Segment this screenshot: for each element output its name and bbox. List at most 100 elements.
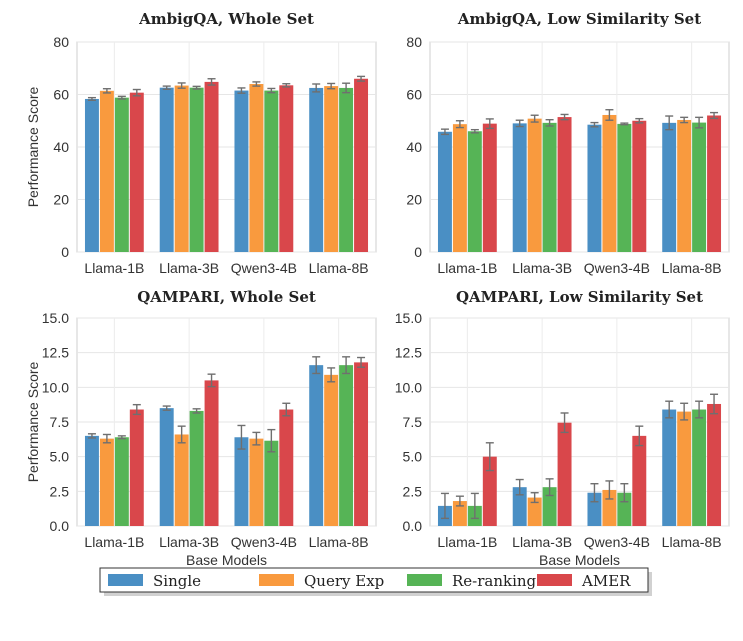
- legend: Single Query Exp Re-ranking AMER: [99, 567, 652, 596]
- x-tick-label: Llama-3B: [512, 260, 572, 276]
- legend-item-amer: AMER: [537, 572, 631, 590]
- error-bar-single-qwen3-4b: [237, 424, 246, 450]
- error-bar-query-exp-llama-8b: [680, 402, 689, 421]
- error-bar-single-llama-8b: [312, 83, 321, 93]
- y-tick-label: 40: [53, 139, 69, 155]
- x-tick-label: Qwen3-4B: [584, 534, 650, 550]
- y-tick-label: 12.5: [42, 345, 69, 361]
- bar-re-ranking-llama-8b: [339, 87, 354, 252]
- x-axis-label: Base Models: [539, 552, 620, 568]
- bar-single-llama-3b: [512, 123, 527, 252]
- chart-title: QAMPARI, Low Similarity Set: [456, 288, 703, 306]
- error-bar-re-ranking-qwen3-4b: [267, 87, 276, 94]
- x-tick-label: Llama-3B: [512, 534, 572, 550]
- bar-amer-llama-8b: [354, 78, 369, 252]
- error-bar-single-llama-1b: [440, 492, 449, 520]
- error-bar-amer-qwen3-4b: [282, 83, 291, 88]
- bar-query-exp-llama-1b: [99, 438, 114, 526]
- legend-swatch: [108, 574, 143, 586]
- error-bar-single-qwen3-4b: [237, 87, 246, 94]
- bar-amer-llama-8b: [707, 115, 722, 252]
- error-bar-amer-llama-8b: [357, 356, 366, 368]
- bar-amer-llama-3b: [557, 117, 572, 252]
- error-bar-re-ranking-llama-3b: [192, 408, 201, 414]
- bar-amer-qwen3-4b: [632, 435, 647, 526]
- legend-swatch: [407, 574, 442, 586]
- bar-query-exp-llama-1b: [452, 501, 467, 526]
- chart-panel-2: AmbigQA, Low Similarity Set 0 20 40 60 80 Llam…: [406, 10, 730, 276]
- bar-re-ranking-llama-1b: [114, 97, 129, 253]
- error-bar-amer-llama-1b: [485, 118, 494, 130]
- error-bar-re-ranking-qwen3-4b: [620, 122, 629, 126]
- bar-single-llama-3b: [512, 487, 527, 526]
- error-bar-single-llama-3b: [515, 478, 524, 496]
- y-tick-label: 2.5: [50, 483, 70, 499]
- error-bar-query-exp-llama-3b: [530, 492, 539, 504]
- y-tick-label: 0: [61, 244, 69, 260]
- y-tick-label: 60: [53, 87, 69, 103]
- chart-panel-1: AmbigQA, Whole Set 0 20 40 60 80 Llama-1B Llama…: [25, 10, 377, 276]
- error-bar-query-exp-llama-8b: [327, 367, 336, 383]
- error-bar-re-ranking-llama-8b: [695, 400, 704, 419]
- legend-label: AMER: [581, 572, 631, 590]
- bar-re-ranking-llama-8b: [692, 409, 707, 526]
- bar-query-exp-llama-1b: [99, 90, 114, 252]
- error-bar-amer-qwen3-4b: [282, 402, 291, 417]
- error-bar-single-qwen3-4b: [590, 483, 599, 503]
- error-bar-single-llama-3b: [515, 119, 524, 128]
- bar-re-ranking-llama-3b: [542, 487, 557, 526]
- x-tick-label: Llama-1B: [437, 260, 497, 276]
- error-bar-single-llama-1b: [87, 96, 96, 101]
- legend-item-query-exp: Query Exp: [259, 572, 384, 590]
- bar-single-llama-3b: [159, 408, 174, 526]
- bar-single-qwen3-4b: [587, 124, 602, 252]
- bar-amer-qwen3-4b: [279, 409, 294, 526]
- chart-title: QAMPARI, Whole Set: [137, 288, 316, 306]
- y-tick-label: 40: [406, 139, 422, 155]
- bar-query-exp-llama-3b: [174, 434, 189, 526]
- bar-single-llama-1b: [84, 435, 99, 526]
- bar-single-llama-8b: [662, 122, 677, 252]
- bar-amer-qwen3-4b: [279, 85, 294, 252]
- error-bar-single-llama-8b: [665, 400, 674, 419]
- x-tick-label: Llama-3B: [159, 534, 219, 550]
- bar-amer-qwen3-4b: [632, 120, 647, 252]
- error-bar-re-ranking-llama-8b: [342, 82, 351, 94]
- error-bar-amer-llama-8b: [357, 75, 366, 82]
- y-tick-label: 15.0: [395, 310, 422, 326]
- legend-label: Query Exp: [304, 572, 384, 590]
- bar-query-exp-qwen3-4b: [249, 84, 264, 252]
- bar-re-ranking-llama-3b: [189, 410, 204, 526]
- y-tick-label: 80: [406, 34, 422, 50]
- y-tick-label: 2.5: [403, 483, 423, 499]
- bar-amer-llama-1b: [129, 409, 144, 526]
- error-bar-single-qwen3-4b: [590, 121, 599, 128]
- error-bar-re-ranking-llama-3b: [545, 118, 554, 127]
- error-bar-query-exp-llama-1b: [455, 495, 464, 507]
- bar-amer-llama-1b: [129, 92, 144, 252]
- bar-re-ranking-qwen3-4b: [264, 440, 279, 526]
- legend-box: [99, 567, 649, 593]
- y-tick-label: 0.0: [50, 518, 70, 534]
- y-tick-label: 10.0: [395, 379, 422, 395]
- bar-single-llama-8b: [309, 87, 324, 252]
- bar-re-ranking-qwen3-4b: [617, 123, 632, 253]
- bar-query-exp-llama-3b: [527, 497, 542, 526]
- bar-query-exp-llama-8b: [677, 119, 692, 253]
- error-bar-query-exp-llama-1b: [455, 120, 464, 129]
- y-tick-label: 60: [406, 87, 422, 103]
- error-bar-re-ranking-llama-1b: [470, 128, 479, 134]
- x-tick-label: Llama-8B: [662, 260, 722, 276]
- y-tick-label: 5.0: [50, 449, 70, 465]
- error-bar-amer-qwen3-4b: [635, 117, 644, 124]
- bar-query-exp-qwen3-4b: [602, 114, 617, 252]
- error-bar-amer-llama-8b: [710, 111, 719, 120]
- y-tick-label: 5.0: [403, 449, 423, 465]
- legend-swatch: [259, 574, 294, 586]
- chart-title: AmbigQA, Low Similarity Set: [457, 10, 701, 28]
- error-bar-query-exp-qwen3-4b: [605, 480, 614, 500]
- x-tick-label: Qwen3-4B: [231, 534, 297, 550]
- error-bar-single-llama-8b: [312, 356, 321, 375]
- y-axis-label: Performance Score: [25, 86, 41, 207]
